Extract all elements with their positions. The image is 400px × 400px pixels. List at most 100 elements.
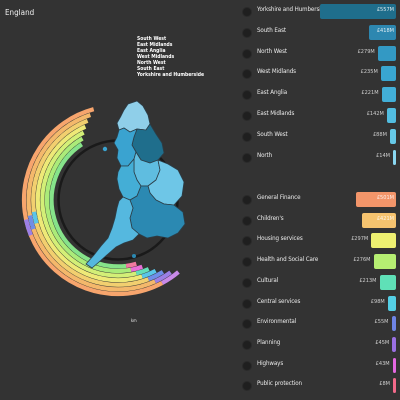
service-row[interactable]: Health and Social Care £276M (236, 253, 400, 271)
service-value: £43M (375, 360, 390, 367)
service-row[interactable]: Housing services £297M (236, 232, 400, 250)
service-label: Cultural (257, 276, 279, 284)
ring-arc (117, 279, 156, 292)
region-bar[interactable] (381, 87, 396, 103)
service-toggle[interactable] (242, 195, 252, 205)
service-bar[interactable] (379, 274, 396, 290)
legend-label: South West (137, 36, 167, 42)
service-toggle[interactable] (242, 381, 252, 392)
legend-label: East Midlands (137, 42, 173, 48)
service-bar[interactable] (391, 316, 396, 332)
ring-accent (23, 219, 33, 236)
region-bar[interactable] (393, 149, 396, 165)
service-label: Housing services (257, 235, 303, 243)
service-row[interactable]: Children's £421M (236, 212, 400, 230)
service-label: Children's (257, 214, 284, 222)
service-row[interactable]: General Finance £501M (236, 191, 400, 209)
service-label: Environmental (257, 318, 297, 326)
service-toggle[interactable] (242, 360, 252, 371)
service-bar[interactable] (393, 378, 396, 394)
service-bar[interactable] (387, 295, 396, 311)
ring-accent (141, 268, 157, 279)
service-bar[interactable] (373, 254, 396, 270)
service-row[interactable]: Public protection £8M (236, 377, 400, 395)
region-toggle[interactable] (242, 111, 252, 121)
region-bar[interactable] (386, 108, 396, 123)
region-bar[interactable] (377, 45, 396, 61)
region-value: £14M (376, 152, 390, 159)
region-toggle[interactable] (242, 48, 252, 59)
service-value: £213M (359, 277, 377, 284)
service-bar[interactable] (392, 336, 396, 352)
region-row[interactable]: South West £88M (236, 128, 400, 146)
ring-arc (40, 130, 119, 278)
legend-label: East Anglia (137, 48, 166, 54)
service-label: Public protection (257, 380, 302, 388)
spending-list-panel: Yorkshire and Humberside £557M South East £… (236, 0, 400, 400)
ring-arc (117, 277, 150, 287)
ring-accent (161, 270, 180, 285)
region-toggle[interactable] (242, 7, 252, 17)
ring-accent (27, 215, 36, 230)
region-row[interactable]: East Midlands £142M (236, 107, 400, 125)
region-label: South West (257, 130, 288, 138)
map-island (132, 254, 136, 258)
region-label: East Anglia (257, 89, 288, 97)
legend-label: South East (137, 66, 165, 72)
service-toggle[interactable] (242, 215, 252, 226)
service-bar[interactable] (362, 212, 396, 228)
service-toggle[interactable] (242, 236, 252, 247)
region-bar[interactable] (368, 24, 396, 40)
map-region-north (116, 100, 151, 133)
ring-arc (117, 281, 164, 297)
service-toggle[interactable] (242, 277, 252, 288)
region-toggle[interactable] (242, 27, 252, 38)
service-toggle[interactable] (242, 257, 252, 268)
region-value: £235M (360, 69, 378, 76)
service-row[interactable]: Cultural £213M (236, 274, 400, 292)
region-toggle[interactable] (242, 131, 252, 142)
region-toggle[interactable] (242, 152, 252, 163)
region-row[interactable]: Yorkshire and Humberside £557M (236, 3, 400, 21)
region-value: £88M (372, 131, 387, 138)
service-row[interactable]: Central services £98M (236, 295, 400, 313)
region-row[interactable]: South East £418M (236, 24, 400, 42)
region-value: £418M (376, 27, 394, 34)
service-label: General Finance (257, 194, 301, 201)
service-toggle[interactable] (242, 298, 252, 309)
region-bar[interactable] (320, 4, 396, 19)
service-row[interactable]: Environmental £55M (236, 315, 400, 333)
service-value: £297M (351, 236, 369, 243)
service-value: £501M (376, 195, 394, 201)
region-bar[interactable] (389, 128, 396, 144)
region-row[interactable]: West Midlands £235M (236, 65, 400, 83)
region-value: £142M (366, 111, 384, 117)
region-value: £221M (361, 90, 379, 97)
service-bar[interactable] (356, 192, 396, 207)
service-row[interactable]: Highways £43M (236, 357, 400, 375)
service-toggle[interactable] (242, 319, 252, 330)
service-value: £276M (353, 257, 371, 264)
region-row[interactable]: East Anglia £221M (236, 86, 400, 104)
service-row[interactable]: Planning £45M (236, 336, 400, 354)
legend-backdrop (133, 35, 201, 81)
ring-accent (147, 270, 165, 282)
service-value: £421M (376, 215, 394, 222)
region-row[interactable]: North £14M (236, 149, 400, 167)
region-bar[interactable] (380, 66, 396, 82)
region-toggle[interactable] (242, 69, 252, 80)
ring-arc (117, 267, 132, 274)
service-value: £8M (379, 381, 390, 388)
ring-arc (35, 124, 119, 283)
service-label: Highways (257, 359, 284, 367)
service-bar[interactable] (392, 357, 396, 373)
region-row[interactable]: North West £279M (236, 45, 400, 63)
service-label: Central services (257, 297, 301, 305)
service-bar[interactable] (371, 233, 396, 249)
map-scale-label: km (131, 318, 137, 323)
region-toggle[interactable] (242, 90, 252, 101)
legend-label: West Midlands (137, 54, 174, 60)
ring-accent (154, 270, 172, 284)
service-toggle[interactable] (242, 339, 252, 350)
region-label: North (257, 151, 273, 159)
